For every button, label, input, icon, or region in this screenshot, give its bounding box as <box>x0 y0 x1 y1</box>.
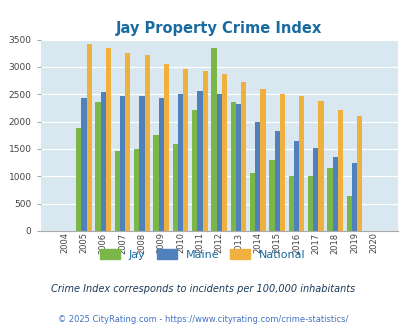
Bar <box>313 148 318 231</box>
Bar <box>293 141 298 231</box>
Bar <box>144 55 149 231</box>
Bar <box>351 163 356 231</box>
Text: Crime Index corresponds to incidents per 100,000 inhabitants: Crime Index corresponds to incidents per… <box>51 284 354 294</box>
Bar <box>235 104 241 231</box>
Bar <box>279 94 284 231</box>
Bar <box>307 176 313 231</box>
Bar <box>318 101 323 231</box>
Bar <box>139 96 144 231</box>
Bar <box>332 157 337 231</box>
Bar <box>249 173 255 231</box>
Legend: Jay, Maine, National: Jay, Maine, National <box>95 245 310 264</box>
Bar <box>100 92 106 231</box>
Bar <box>134 149 139 231</box>
Bar <box>120 96 125 231</box>
Title: Jay Property Crime Index: Jay Property Crime Index <box>116 21 322 36</box>
Bar <box>255 122 260 231</box>
Bar <box>197 91 202 231</box>
Bar <box>346 196 351 231</box>
Bar <box>288 176 293 231</box>
Bar <box>230 103 235 231</box>
Bar <box>81 98 86 231</box>
Bar <box>326 168 332 231</box>
Bar <box>158 98 164 231</box>
Bar <box>356 115 361 231</box>
Bar <box>211 48 216 231</box>
Bar <box>177 94 183 231</box>
Bar <box>216 94 221 231</box>
Bar <box>241 82 246 231</box>
Bar <box>260 89 265 231</box>
Bar <box>164 64 169 231</box>
Bar <box>192 110 197 231</box>
Text: © 2025 CityRating.com - https://www.cityrating.com/crime-statistics/: © 2025 CityRating.com - https://www.city… <box>58 315 347 324</box>
Bar <box>125 53 130 231</box>
Bar <box>183 69 188 231</box>
Bar <box>86 44 92 231</box>
Bar <box>269 160 274 231</box>
Bar <box>95 102 100 231</box>
Bar <box>153 135 158 231</box>
Bar <box>106 49 111 231</box>
Bar <box>337 110 342 231</box>
Bar <box>76 128 81 231</box>
Bar <box>221 74 226 231</box>
Bar <box>274 131 279 231</box>
Bar <box>115 150 120 231</box>
Bar <box>298 96 304 231</box>
Bar <box>173 144 177 231</box>
Bar <box>202 71 207 231</box>
